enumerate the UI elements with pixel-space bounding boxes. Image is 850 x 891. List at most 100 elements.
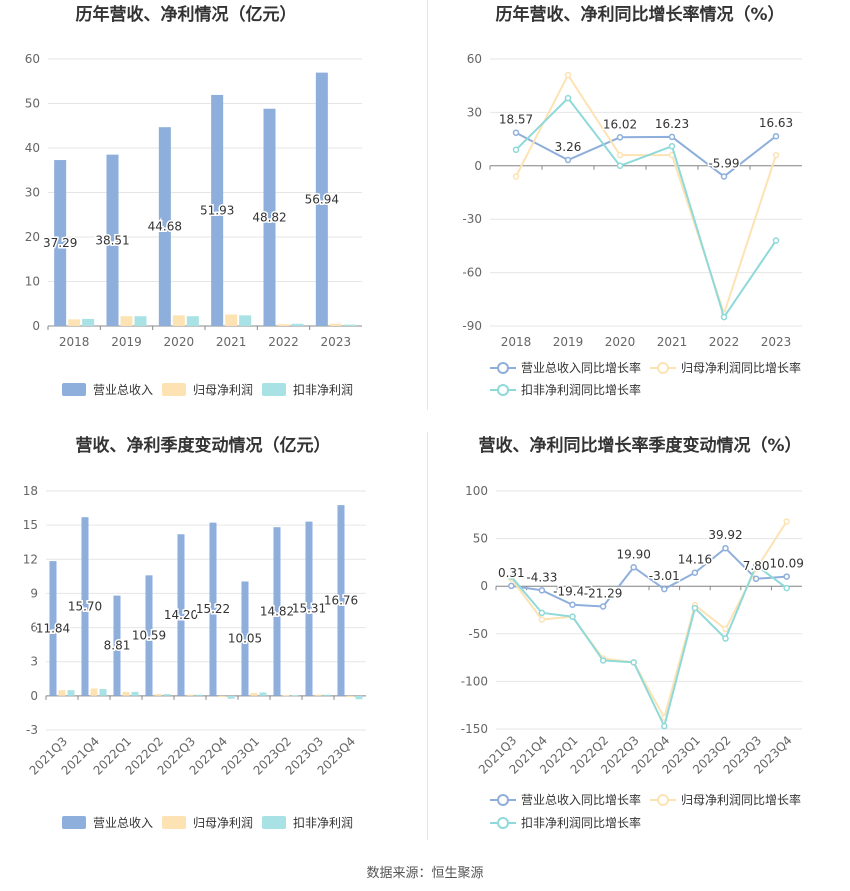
y-tick-label: -60 [462, 266, 482, 280]
y-tick-label: 100 [465, 484, 488, 498]
bar-revenue [145, 575, 153, 696]
data-label: 16.76 [324, 593, 358, 607]
y-tick-label: -90 [462, 319, 482, 333]
y-tick-label: 30 [25, 186, 40, 200]
data-label: 51.93 [200, 203, 234, 217]
data-point-deducted-profit [772, 237, 780, 244]
data-point-deducted-profit [691, 604, 699, 612]
data-point-revenue [508, 582, 515, 590]
x-tick-label: 2023 [321, 335, 352, 349]
x-tick-label: 2022 [709, 335, 740, 349]
bar-net-profit [225, 314, 238, 326]
data-point-revenue [772, 132, 780, 140]
y-tick-label: 0 [30, 689, 38, 703]
bar-deducted-profit [134, 316, 147, 326]
legend-swatch [162, 816, 186, 829]
x-tick-label: 2020 [605, 335, 636, 349]
data-point-net-profit [512, 173, 520, 180]
y-tick-label: 10 [25, 275, 40, 289]
bar-net-profit [329, 323, 342, 326]
data-label: -19.47 [553, 585, 592, 599]
legend-swatch [62, 383, 86, 396]
data-point-revenue [616, 134, 624, 141]
data-point-net-profit [722, 625, 729, 633]
bar-deducted-profit [291, 323, 304, 326]
panel-divider-top [427, 0, 428, 410]
bar-revenue [337, 505, 345, 696]
bar-net-profit [277, 324, 290, 326]
data-point-net-profit [772, 151, 780, 159]
bar-revenue [211, 94, 224, 326]
bar-revenue [315, 72, 328, 326]
y-tick-label: -30 [462, 212, 482, 226]
data-label: 16.23 [655, 117, 689, 131]
bar-deducted-profit [67, 690, 75, 696]
y-tick-label: -150 [461, 722, 488, 736]
panel-divider-bottom [427, 432, 428, 840]
data-label: 56.94 [305, 192, 339, 206]
bar-revenue [106, 154, 119, 326]
bar-deducted-profit [291, 695, 299, 697]
bar-deducted-profit [323, 694, 331, 696]
bar-deducted-profit [227, 695, 235, 699]
bar-net-profit [282, 695, 290, 697]
bar-net-profit [346, 695, 354, 697]
data-point-deducted-profit [630, 659, 637, 666]
x-tick-label: 2019 [111, 335, 142, 349]
data-point-deducted-profit [538, 609, 546, 617]
data-label: -4.33 [526, 570, 557, 584]
legend-label: 扣非净利润 [293, 816, 353, 830]
y-tick-label: 15 [23, 518, 38, 532]
data-label: 11.84 [36, 621, 70, 635]
legend-swatch [262, 383, 286, 396]
y-tick-label: 20 [25, 230, 40, 244]
bar-net-profit [172, 315, 185, 326]
x-tick-label: 2018 [501, 335, 532, 349]
data-label: 10.59 [132, 629, 166, 643]
legend-label: 扣非净利润 [293, 383, 353, 397]
data-label: 15.70 [68, 600, 102, 614]
legend-swatch-marker [497, 384, 509, 396]
series-line-deducted-profit [515, 96, 777, 320]
chart-title: 历年营收、净利同比增长率情况（%） [495, 4, 784, 25]
bar-revenue [49, 561, 57, 696]
legend-swatch-marker [497, 362, 509, 374]
data-point-revenue [630, 564, 637, 571]
data-point-deducted-profit [752, 562, 760, 569]
x-tick-label: 2020 [164, 335, 195, 349]
legend-swatch [262, 816, 286, 829]
bar-deducted-profit [186, 316, 199, 326]
quarterly-growth-chart: 营收、净利同比增长率季度变动情况（%）-150-100-500501002021… [461, 435, 806, 830]
data-point-deducted-profit [661, 722, 668, 730]
legend-swatch [62, 816, 86, 829]
data-point-revenue [720, 173, 728, 180]
legend-label: 扣非净利润同比增长率 [521, 815, 641, 830]
data-label: 8.81 [104, 639, 131, 653]
data-label: -21.29 [584, 586, 623, 600]
bar-revenue [177, 534, 185, 696]
data-point-deducted-profit [508, 573, 515, 580]
y-tick-label: 0 [474, 159, 482, 173]
data-label: 38.51 [95, 233, 129, 247]
bar-net-profit [58, 690, 66, 696]
bar-deducted-profit [163, 694, 171, 696]
bar-net-profit [120, 316, 133, 326]
bar-revenue [305, 521, 313, 696]
data-label: -5.99 [708, 156, 739, 170]
data-point-revenue [668, 133, 676, 141]
y-tick-label: -100 [461, 674, 488, 688]
data-label: 3.26 [555, 140, 582, 154]
legend-swatch-marker [657, 794, 669, 806]
legend-swatch-marker [497, 817, 509, 829]
bar-deducted-profit [195, 694, 203, 696]
bar-revenue [113, 595, 121, 696]
legend-label: 归母净利润同比增长率 [681, 360, 801, 375]
data-label: 48.82 [252, 210, 286, 224]
y-tick-label: 60 [467, 52, 482, 66]
y-tick-label: 18 [23, 484, 38, 498]
legend-label: 营业总收入同比增长率 [521, 792, 641, 807]
data-point-deducted-profit [722, 635, 729, 642]
data-point-revenue [538, 587, 546, 594]
data-label: 19.90 [617, 547, 651, 561]
data-point-revenue [722, 544, 729, 552]
